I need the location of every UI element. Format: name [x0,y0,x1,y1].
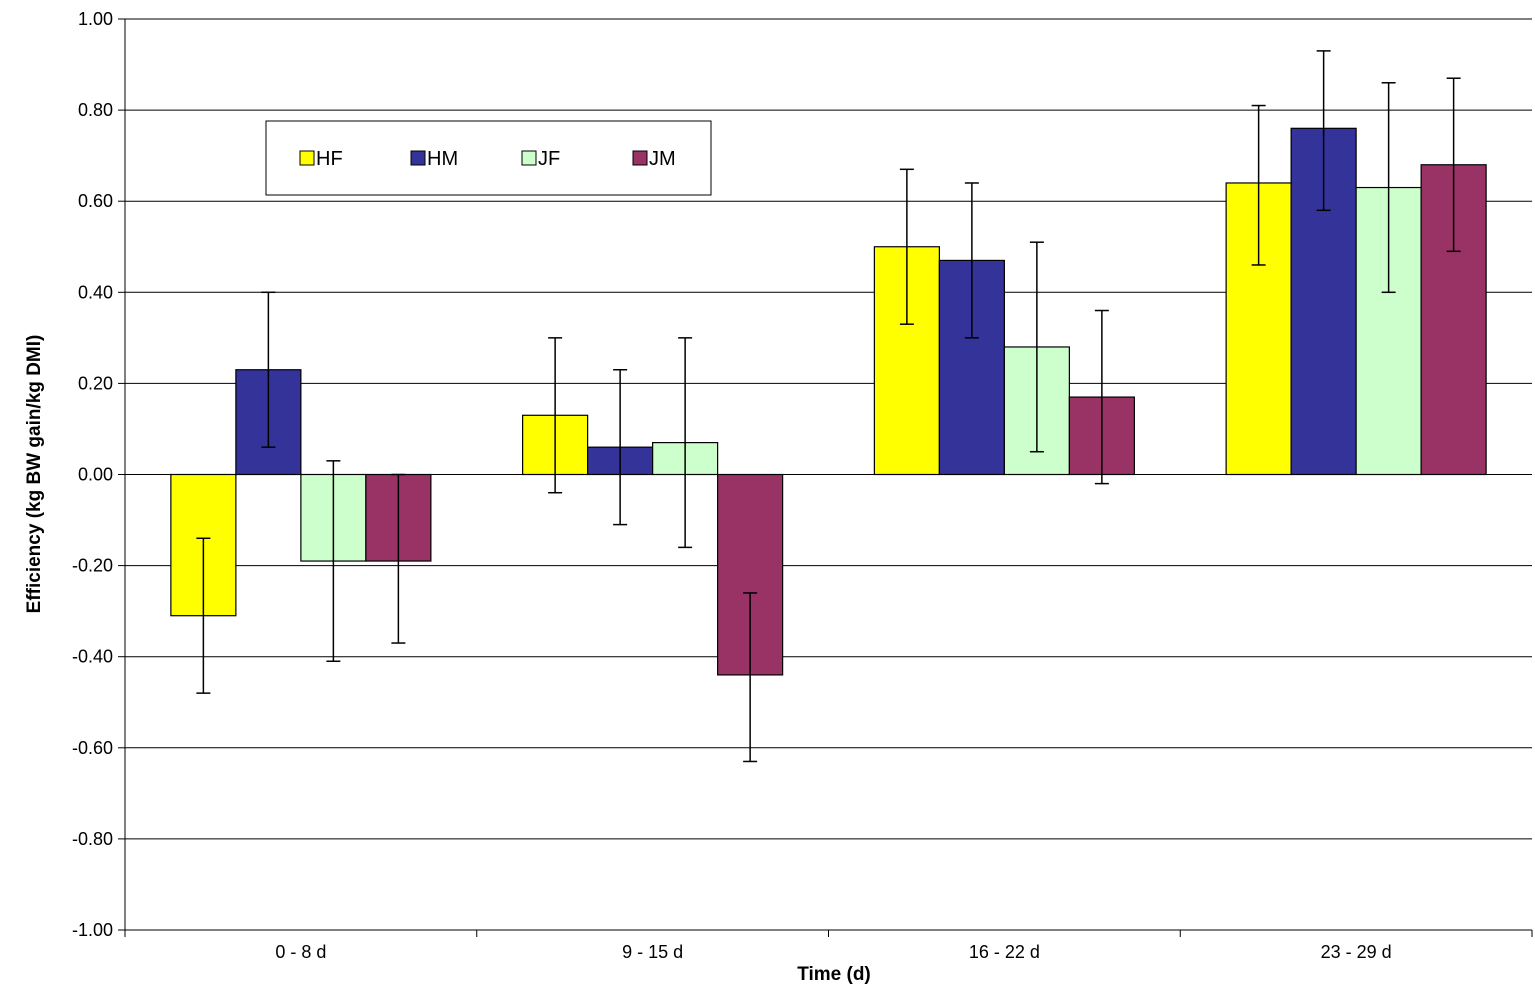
legend-label-hm: HM [427,148,458,170]
legend-label-hf: HF [316,148,343,170]
y-tick-label: -1.00 [72,920,113,940]
error-bars [196,50,1461,763]
legend-swatch-jf [521,150,537,166]
legend: HF HM JF JM [265,120,712,196]
y-tick-label: 1.00 [78,9,113,29]
y-tick-label: -0.80 [72,829,113,849]
y-tick-label: 0.40 [78,282,113,302]
y-tick-label: -0.20 [72,556,113,576]
y-tick-label: -0.60 [72,738,113,758]
legend-swatch-hf [299,150,315,166]
legend-label-jf: JF [538,148,560,170]
y-tick-label: 0.20 [78,373,113,393]
y-tick-label: 0.00 [78,465,113,485]
y-tick-label: -0.40 [72,647,113,667]
legend-swatch-jm [632,150,648,166]
axes: 1.00 0.80 0.60 0.40 0.20 0.00 -0.20 -0.40 -0.60 -… [72,9,1533,962]
x-tick-label: 9 - 15 d [622,942,683,962]
legend-label-jm: JM [649,148,676,170]
y-tick-label: 0.80 [78,100,113,120]
y-axis-title: Efficiency (kg BW gain/kg DMI) [24,335,45,614]
x-tick-label: 0 - 8 d [275,942,326,962]
x-axis-title: Time (d) [797,964,871,985]
x-tick-label: 23 - 29 d [1321,942,1392,962]
legend-swatch-hm [410,150,426,166]
bars [170,127,1487,676]
x-tick-label: 16 - 22 d [969,942,1040,962]
y-tick-label: 0.60 [78,191,113,211]
